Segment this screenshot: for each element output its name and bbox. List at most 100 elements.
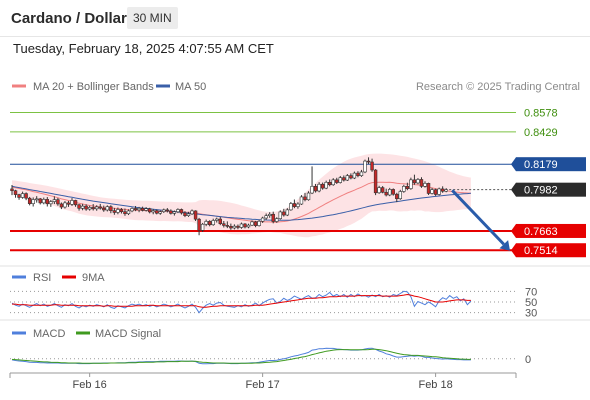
candle-body: [56, 199, 60, 205]
candle: [433, 188, 438, 196]
candle: [409, 177, 413, 190]
candle-body: [380, 187, 385, 193]
rsi-level-label: 50: [525, 297, 537, 309]
candle-body: [165, 209, 170, 212]
candle: [384, 188, 388, 197]
candle-body: [246, 224, 251, 228]
candle-body: [409, 179, 413, 189]
candle-body: [20, 193, 25, 198]
support-level-tag-pointer: [511, 223, 516, 238]
candle-body: [222, 223, 226, 226]
candle: [412, 174, 417, 185]
candle-body: [52, 199, 57, 202]
candle: [444, 188, 448, 193]
candle: [193, 210, 198, 221]
candle-body: [345, 175, 350, 181]
macd-signal-legend-swatch: [76, 331, 90, 335]
candle-body: [45, 199, 50, 205]
candle: [200, 222, 205, 232]
candle: [116, 207, 120, 215]
candle: [426, 182, 431, 195]
candle-body: [63, 202, 67, 208]
last-price-tag-pointer: [511, 182, 516, 197]
candle-body: [398, 191, 402, 200]
candle-body: [80, 205, 85, 209]
candle: [345, 174, 350, 182]
candle-body: [183, 212, 187, 216]
candle-body: [440, 188, 445, 192]
candle-body: [35, 198, 39, 201]
candle: [80, 203, 85, 211]
candle-body: [200, 223, 205, 231]
candle: [56, 197, 60, 206]
candle-body: [31, 199, 35, 204]
candle: [313, 183, 318, 193]
candle: [324, 180, 328, 190]
candle-body: [172, 211, 177, 214]
candle-body: [402, 186, 406, 192]
candle: [366, 157, 371, 165]
candle-body: [179, 209, 184, 214]
candle-body: [49, 201, 53, 205]
candle: [338, 175, 342, 184]
candle: [165, 208, 170, 213]
candle: [440, 186, 445, 193]
candle-body: [426, 183, 431, 194]
candle-body: [42, 199, 46, 204]
ma20-legend-swatch: [12, 84, 26, 88]
candle: [63, 201, 67, 209]
rsi-ma-legend-swatch: [62, 275, 76, 279]
candle-body: [84, 205, 88, 210]
candle-body: [278, 211, 282, 219]
candle-body: [232, 225, 237, 229]
candle-body: [253, 221, 258, 226]
candle-body: [130, 208, 134, 212]
candle-body: [155, 210, 159, 214]
candle-body: [229, 225, 233, 229]
macd-zero-label: 0: [525, 354, 531, 366]
candle: [17, 193, 21, 200]
candle-body: [388, 189, 392, 196]
candle-body: [140, 208, 145, 211]
candle-body: [10, 188, 14, 192]
candle-body: [352, 172, 357, 179]
candle: [105, 205, 110, 212]
candle-body: [320, 183, 325, 189]
candle: [352, 171, 357, 180]
time-axis-label: Feb 17: [246, 379, 280, 391]
candle-body: [335, 179, 339, 183]
candle-body: [444, 189, 448, 192]
candle: [285, 208, 290, 217]
candle: [176, 208, 180, 214]
timeframe-badge[interactable]: 30 MIN: [127, 7, 178, 29]
candle-body: [144, 208, 148, 211]
candle-body: [87, 207, 92, 210]
candle-body: [433, 189, 438, 195]
candle-body: [349, 175, 353, 179]
candle: [158, 210, 162, 215]
candle: [370, 158, 374, 172]
candle: [303, 192, 307, 202]
candle-body: [416, 179, 420, 184]
candle: [437, 187, 441, 196]
candle-body: [123, 211, 127, 215]
candle: [377, 185, 381, 194]
chart-datetime: Tuesday, February 18, 2025 4:07:55 AM CE…: [13, 41, 274, 56]
candle: [246, 223, 251, 229]
candle: [183, 211, 187, 218]
chart-header: Cardano / Dollar 30 MIN: [0, 0, 590, 37]
candle-body: [366, 160, 371, 163]
candle: [70, 198, 74, 206]
candle: [292, 199, 297, 209]
resistance-level-label: 0.8578: [524, 108, 558, 120]
bollinger-band-area: [12, 153, 471, 238]
candle-body: [218, 218, 222, 225]
candle: [363, 159, 367, 174]
candle: [42, 197, 46, 205]
candle: [335, 177, 339, 184]
ma50-line: [11, 185, 471, 221]
candle: [126, 209, 131, 216]
candle-body: [306, 192, 311, 201]
candle: [31, 197, 35, 207]
last-price-label: 0.7982: [524, 185, 558, 197]
